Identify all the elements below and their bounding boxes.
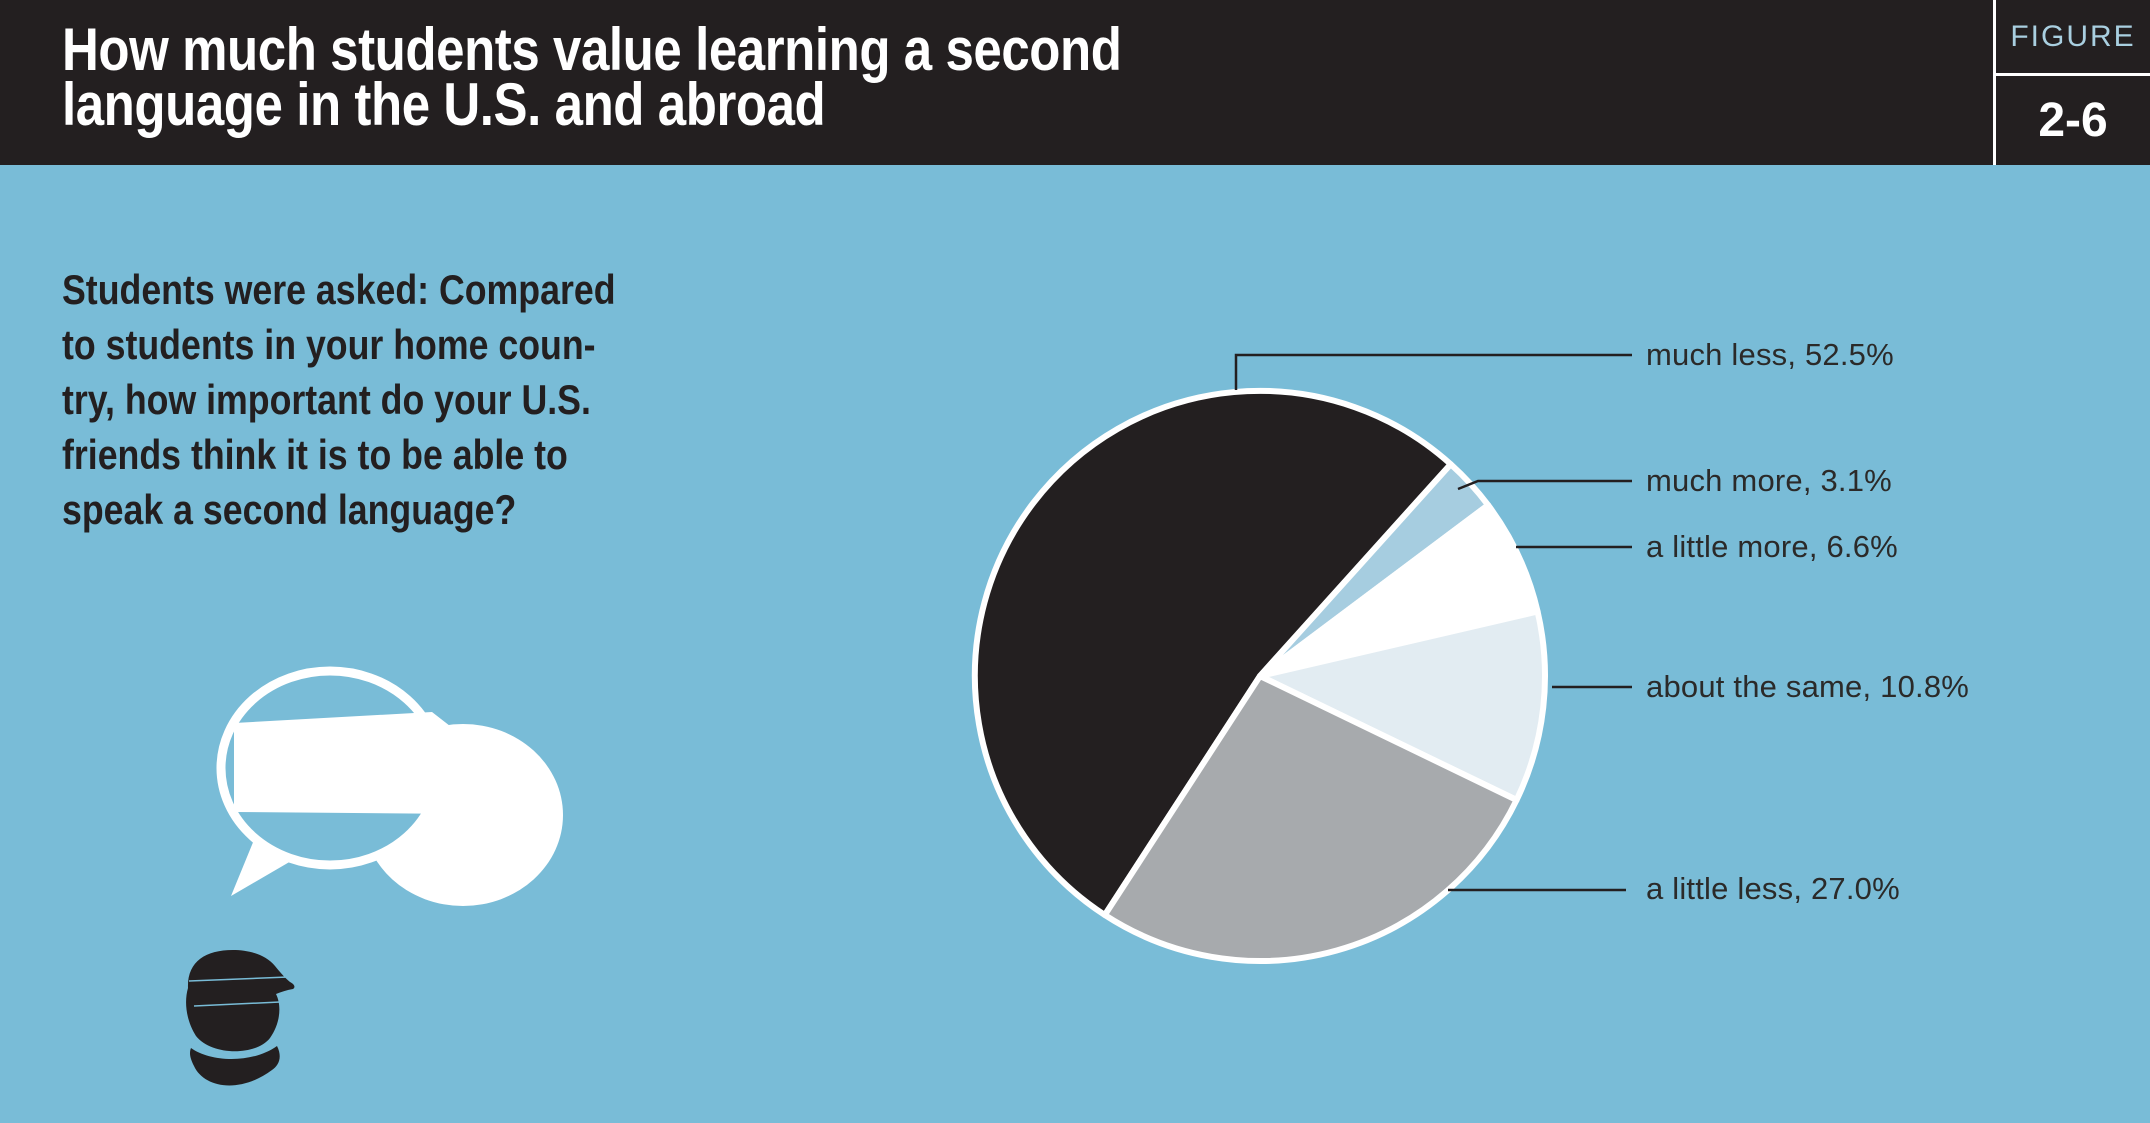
question-line: friends think it is to be able to — [62, 431, 568, 478]
speech-bubble-band — [234, 712, 468, 814]
question-line: speak a second language? — [62, 486, 517, 533]
person-hat-line-1 — [188, 976, 289, 982]
pie-label-much-more: much more, 3.1% — [1646, 463, 1892, 498]
title-line-2: language in the U.S. and abroad — [62, 71, 826, 138]
pie-chart — [971, 387, 1548, 964]
person-collar — [190, 1046, 280, 1086]
question-line: try, how important do your U.S. — [62, 376, 591, 423]
leader-lines — [1234, 353, 1632, 892]
pie-slice-a-little-less — [1101, 673, 1520, 964]
person-silhouette-icon — [186, 950, 295, 1086]
pie-label-a-little-more: a little more, 6.6% — [1646, 529, 1898, 564]
leader-line-much-more — [1457, 479, 1632, 491]
question-text: Students were asked: Compared to students… — [62, 262, 616, 537]
pie-label-a-little-less: a little less, 27.0% — [1646, 871, 1900, 906]
pie-slice-much-less — [971, 387, 1454, 918]
page-title: How much students value learning a secon… — [62, 16, 1122, 138]
figure-number-box: FIGURE 2-6 — [1993, 0, 2150, 165]
figure-label-cell: FIGURE — [1996, 0, 2150, 76]
person-head — [186, 950, 295, 1052]
speech-bubbles-icon — [216, 666, 563, 906]
pie-slice-about-the-same — [1257, 608, 1548, 803]
question-line: Students were asked: Compared — [62, 266, 616, 313]
header-band: How much students value learning a secon… — [0, 0, 2150, 165]
question-line: to students in your home coun- — [62, 321, 596, 368]
person-hat-line-2 — [193, 1001, 281, 1007]
figure-number-cell: 2-6 — [1996, 76, 2150, 165]
pie-label-much-less: much less, 52.5% — [1646, 337, 1894, 372]
title-line-1: How much students value learning a secon… — [62, 16, 1122, 83]
figure-number: 2-6 — [2038, 94, 2108, 147]
figure-label: FIGURE — [2010, 19, 2136, 53]
pie-label-about-the-same: about the same, 10.8% — [1646, 669, 1970, 704]
leader-line-much-less — [1234, 353, 1632, 390]
